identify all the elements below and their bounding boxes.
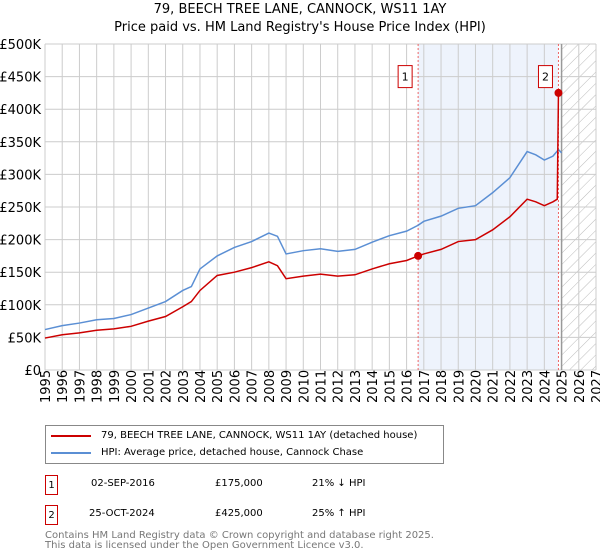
legend-label-hpi: HPI: Average price, detached house, Cann… [101, 447, 364, 458]
sale-label: 2 [542, 71, 549, 84]
sale-row: 1 02-SEP-2016 £175,000 21% ↓ HPI [45, 475, 465, 495]
x-tick-label: 2008 [263, 370, 278, 403]
y-tick-label: £350K [0, 136, 41, 151]
x-tick-label: 2012 [332, 370, 347, 403]
x-tick-label: 1995 [39, 370, 54, 403]
sale-label-box [397, 65, 413, 89]
x-tick-label: 2021 [487, 370, 502, 403]
y-tick-label: £200K [0, 234, 41, 249]
y-tick-label: £400K [0, 103, 41, 118]
x-tick-label: 2007 [246, 370, 261, 403]
y-tick-label: £150K [0, 266, 41, 281]
sale-badge: 1 [45, 475, 58, 495]
legend: 79, BEECH TREE LANE, CANNOCK, WS11 1AY (… [45, 425, 444, 464]
x-tick-label: 2025 [556, 370, 571, 403]
x-tick-label: 2009 [280, 370, 295, 403]
footer: Contains HM Land Registry data © Crown c… [45, 531, 434, 551]
sale-point [554, 88, 563, 97]
x-tick-label: 2001 [142, 370, 157, 403]
sale-price: £175,000 [215, 478, 263, 489]
x-tick-label: 2026 [573, 370, 588, 403]
price-chart: £0 £50K £100K £150K £200K £250K £300K £350K £400… [0, 38, 600, 403]
sale-date: 25-OCT-2024 [89, 508, 155, 519]
x-tick-label: 2020 [469, 370, 484, 403]
x-tick-label: 2003 [177, 370, 192, 403]
x-tick-label: 2005 [211, 370, 226, 403]
x-tick-label: 2006 [228, 370, 243, 403]
x-tick-label: 1998 [91, 370, 106, 403]
sale-badge: 2 [45, 505, 58, 525]
x-tick-label: 1996 [56, 370, 71, 403]
y-tick-label: £100K [0, 299, 41, 314]
series-line-hpi [44, 148, 563, 331]
x-tick-label: 2019 [452, 370, 467, 403]
x-tick-label: 2002 [160, 370, 175, 403]
x-tick-label: 1999 [108, 370, 123, 403]
x-tick-label: 2017 [418, 370, 433, 403]
sale-date: 02-SEP-2016 [91, 478, 155, 489]
x-tick-label: 2018 [435, 370, 450, 403]
x-tick-label: 2004 [194, 370, 209, 403]
y-tick-label: £0 [24, 364, 41, 379]
sale-label-box [537, 65, 553, 89]
footer-line: Contains HM Land Registry data © Crown c… [45, 530, 434, 541]
y-tick-label: £300K [0, 168, 41, 183]
x-tick-label: 2010 [297, 370, 312, 403]
y-tick-label: £450K [0, 71, 41, 86]
y-tick-label: £50K [8, 331, 42, 346]
x-tick-label: 2022 [504, 370, 519, 403]
x-tick-label: 2024 [538, 370, 553, 403]
sale-hpi: 21% ↓ HPI [312, 478, 366, 489]
series-line-property [44, 92, 560, 339]
sale-label: 1 [402, 71, 409, 84]
footer-line: This data is licensed under the Open Gov… [45, 540, 364, 551]
y-tick-label: £500K [0, 38, 41, 53]
legend-label-property: 79, BEECH TREE LANE, CANNOCK, WS11 1AY (… [101, 430, 418, 441]
x-tick-label: 1997 [73, 370, 88, 403]
sale-hpi: 25% ↑ HPI [312, 508, 366, 519]
x-tick-label: 2016 [401, 370, 416, 403]
chart-title: 79, BEECH TREE LANE, CANNOCK, WS11 1AY [153, 2, 447, 17]
x-tick-label: 2000 [125, 370, 140, 403]
x-tick-label: 2023 [521, 370, 536, 403]
chart-subtitle: Price paid vs. HM Land Registry's House … [114, 20, 486, 35]
legend-red-line [51, 434, 91, 437]
sale-point [414, 251, 423, 260]
sale-row: 2 25-OCT-2024 £425,000 25% ↑ HPI [45, 505, 465, 525]
x-tick-label: 2027 [590, 370, 600, 403]
x-tick-label: 2015 [383, 370, 398, 403]
x-tick-label: 2014 [366, 370, 381, 403]
x-tick-label: 2013 [349, 370, 364, 403]
sale-price: £425,000 [215, 508, 263, 519]
y-tick-label: £250K [0, 201, 41, 216]
legend-blue-line [51, 451, 91, 454]
x-tick-label: 2011 [315, 370, 330, 403]
